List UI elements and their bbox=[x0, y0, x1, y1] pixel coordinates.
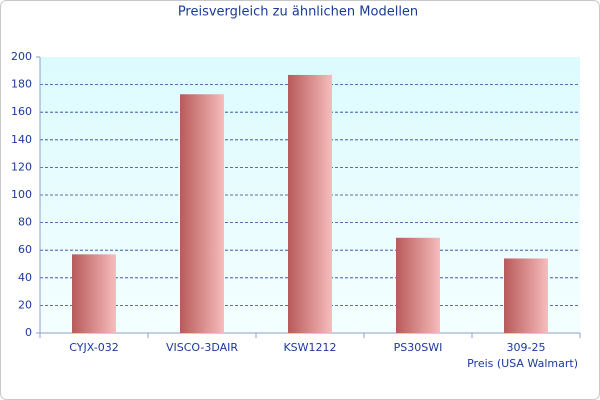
y-tick-label: 120 bbox=[11, 160, 32, 173]
y-tick-label: 140 bbox=[11, 133, 32, 146]
y-tick-label: 0 bbox=[25, 326, 32, 339]
x-tick-label: PS30SWI bbox=[394, 341, 443, 354]
bar bbox=[180, 94, 224, 333]
y-tick-label: 100 bbox=[11, 188, 32, 201]
x-tick-label: KSW1212 bbox=[283, 341, 336, 354]
y-tick-label: 60 bbox=[18, 243, 32, 256]
x-tick-label: CYJX-032 bbox=[69, 341, 118, 354]
bar bbox=[396, 237, 440, 333]
y-tick-label: 20 bbox=[18, 298, 32, 311]
x-tick-label: VISCO-3DAIR bbox=[166, 341, 238, 354]
y-tick-label: 160 bbox=[11, 105, 32, 118]
y-tick-label: 80 bbox=[18, 216, 32, 229]
bar bbox=[72, 254, 116, 333]
x-axis-label: Preis (USA Walmart) bbox=[467, 357, 578, 370]
y-tick-label: 200 bbox=[11, 50, 32, 63]
chart-title: Preisvergleich zu ähnlichen Modellen bbox=[178, 5, 418, 20]
y-tick-label: 180 bbox=[11, 78, 32, 91]
bar bbox=[288, 74, 332, 333]
bar bbox=[504, 258, 548, 333]
x-tick-label: 309-25 bbox=[507, 341, 546, 354]
y-tick-label: 40 bbox=[18, 271, 32, 284]
